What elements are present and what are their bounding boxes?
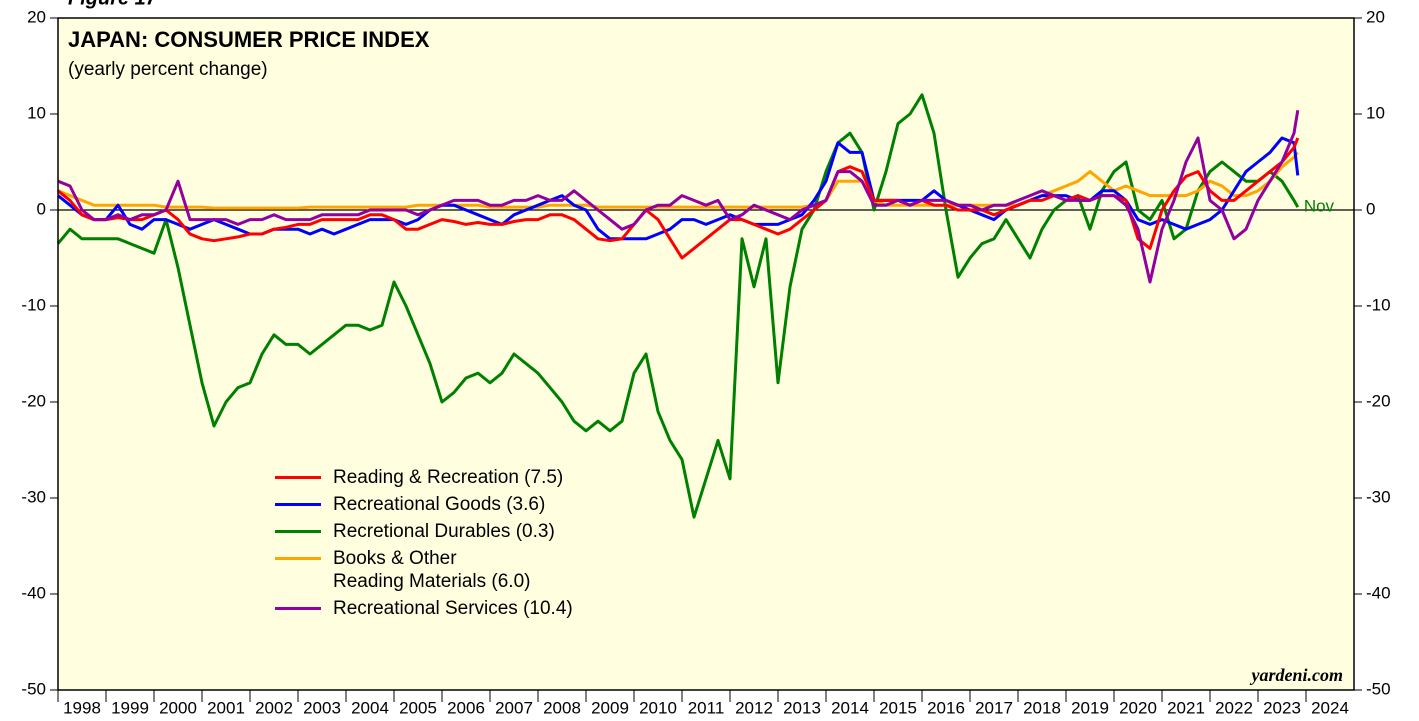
legend-label: Recretional Durables (0.3) [333,521,555,542]
x-tick-label: 2005 [399,698,437,717]
x-tick-label: 2023 [1263,698,1301,717]
plot-background [58,18,1354,690]
legend-swatch [275,557,321,560]
x-tick-label: 2016 [927,698,965,717]
x-tick-label: 2002 [255,698,293,717]
y-tick-label-right: -20 [1366,391,1391,410]
figure-label: Figure 17 [68,0,158,9]
x-tick-label: 2021 [1167,698,1205,717]
legend-label: Recreational Services (10.4) [333,598,573,619]
legend-label: Books & Other Reading Materials (6.0) [333,548,531,592]
y-tick-label-left: -10 [21,295,46,314]
x-tick-label: 1998 [63,698,101,717]
x-tick-label: 2009 [591,698,629,717]
y-tick-label-left: 0 [37,199,46,218]
y-tick-label-left: -40 [21,583,46,602]
x-tick-label: 2017 [975,698,1013,717]
x-tick-label: 2012 [735,698,773,717]
source: yardeni.com [1250,665,1344,685]
y-tick-label-left: -30 [21,487,46,506]
x-tick-label: 2007 [495,698,533,717]
legend-item: Recreational Goods (3.6) [275,493,573,516]
x-tick-label: 2000 [159,698,197,717]
legend-item: Reading & Recreation (7.5) [275,466,573,489]
legend-label: Reading & Recreation (7.5) [333,467,564,488]
plot-frame [57,17,1355,691]
x-tick-label: 2024 [1311,698,1349,717]
y-tick-label-right: -10 [1366,295,1391,314]
y-tick-label-right: 10 [1366,103,1385,122]
legend-swatch [275,607,321,610]
x-tick-label: 2022 [1215,698,1253,717]
y-tick-label-right: -50 [1366,679,1391,698]
legend-item: Books & Other Reading Materials (6.0) [275,547,573,593]
x-tick-label: 2011 [688,698,725,717]
legend-item: Recreational Services (10.4) [275,597,573,620]
x-tick-label: 2015 [879,698,917,717]
x-tick-label: 2006 [447,698,485,717]
series-lines [56,93,1300,519]
x-tick-label: 1999 [111,698,149,717]
x-tick-label: 2010 [639,698,677,717]
y-tick-label-left: 10 [27,103,46,122]
series-line [57,109,1300,284]
series-line [56,93,1300,519]
x-tick-label: 2018 [1023,698,1061,717]
y-tick-label-left: -20 [21,391,46,410]
y-tick-label-left: 20 [27,7,46,26]
series-line [57,151,1299,210]
x-tick-label: 2003 [303,698,341,717]
x-tick-label: 2004 [351,698,389,717]
y-tick-label-right: -40 [1366,583,1391,602]
end-label: Nov [1304,197,1335,216]
y-tick-label-right: -30 [1366,487,1391,506]
legend-swatch [275,503,321,506]
x-tick-label: 2008 [543,698,581,717]
chart-title: JAPAN: CONSUMER PRICE INDEX [68,27,430,52]
legend-label: Recreational Goods (3.6) [333,494,546,515]
x-tick-label: 2001 [207,698,245,717]
y-tick-label-right: 0 [1366,199,1375,218]
y-tick-label-left: -50 [21,679,46,698]
x-tick-label: 2019 [1071,698,1109,717]
x-tick-label: 2014 [831,698,869,717]
legend-item: Recretional Durables (0.3) [275,520,573,543]
x-tick-label: 2013 [783,698,821,717]
chart-subtitle: (yearly percent change) [68,59,268,80]
x-tick-label: 2020 [1119,698,1157,717]
legend: Reading & Recreation (7.5) Recreational G… [275,466,573,624]
legend-swatch [275,476,321,479]
legend-swatch [275,530,321,533]
y-tick-label-right: 20 [1366,7,1385,26]
